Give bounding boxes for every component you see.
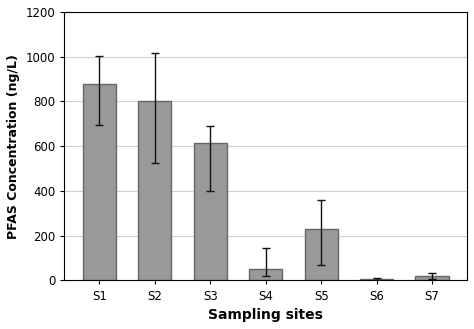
Bar: [138, 101, 172, 280]
Bar: [82, 84, 116, 280]
Bar: [360, 279, 393, 280]
Bar: [304, 229, 338, 280]
Bar: [193, 143, 227, 280]
Bar: [415, 276, 449, 280]
Y-axis label: PFAS Concentration (ng/L): PFAS Concentration (ng/L): [7, 54, 20, 239]
X-axis label: Sampling sites: Sampling sites: [208, 308, 323, 322]
Bar: [249, 269, 283, 280]
